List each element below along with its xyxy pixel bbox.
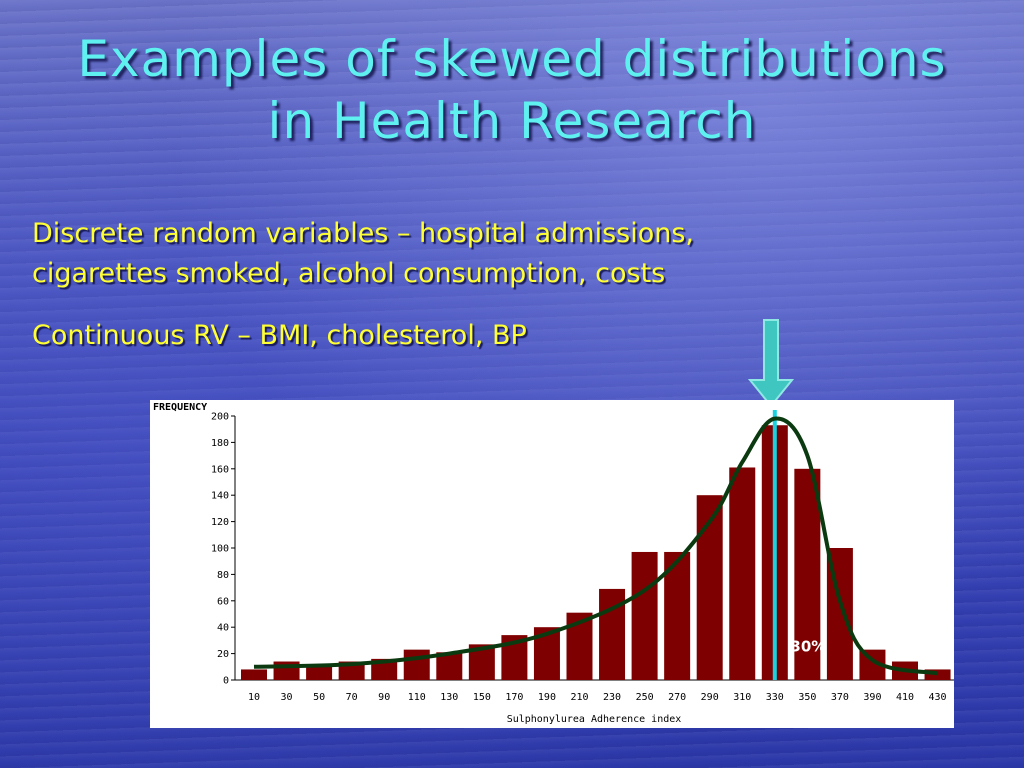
y-tick-label: 120: [211, 517, 229, 528]
x-tick-label: 410: [896, 692, 914, 703]
title-line-2: in Health Research: [267, 92, 757, 150]
x-tick-label: 150: [473, 692, 491, 703]
histogram-bar: [664, 551, 691, 680]
bullet-discrete: Discrete random variables – hospital adm…: [32, 214, 872, 294]
y-axis-label: FREQUENCY: [153, 402, 207, 413]
histogram-bar: [241, 669, 267, 680]
fitted-curve: [253, 416, 938, 676]
y-tick-label: 20: [217, 649, 229, 660]
histogram-bar: [403, 649, 430, 680]
histogram-bar: [631, 551, 658, 680]
x-tick-label: 210: [570, 692, 588, 703]
y-tick-label: 0: [223, 676, 229, 687]
y-tick-label: 60: [217, 596, 229, 607]
x-tick-label: 10: [248, 692, 260, 703]
x-tick-label: 370: [831, 692, 849, 703]
x-axis-label: Sulphonylurea Adherence index: [507, 714, 682, 725]
down-arrow-icon: [748, 319, 794, 408]
slide-title: Examples of skewed distributions in Heal…: [0, 28, 1024, 152]
bullet-continuous: Continuous RV – BMI, cholesterol, BP: [32, 320, 527, 351]
y-tick-label: 140: [211, 491, 229, 502]
x-tick-label: 190: [538, 692, 556, 703]
x-tick-label: 270: [668, 692, 686, 703]
y-tick-label: 100: [211, 544, 229, 555]
y-tick-label: 80: [217, 570, 229, 581]
x-tick-label: 110: [408, 692, 426, 703]
x-tick-label: 230: [603, 692, 621, 703]
x-tick-label: 70: [346, 692, 358, 703]
y-tick-label: 40: [217, 623, 229, 634]
title-line-1: Examples of skewed distributions: [77, 30, 947, 88]
x-tick-label: 350: [798, 692, 816, 703]
histogram-bar: [371, 658, 398, 680]
histogram-bar: [729, 467, 756, 680]
histogram-chart: FREQUENCY Sulphonylurea Adherence index …: [150, 400, 954, 728]
x-tick-label: 330: [766, 692, 784, 703]
x-tick-label: 30: [281, 692, 293, 703]
x-tick-label: 130: [440, 692, 458, 703]
histogram-bar: [794, 468, 821, 680]
x-tick-label: 50: [313, 692, 325, 703]
y-tick-label: 200: [211, 412, 229, 423]
x-tick-label: 310: [733, 692, 751, 703]
x-tick-label: 170: [505, 692, 523, 703]
x-tick-label: 290: [701, 692, 719, 703]
histogram-bar: [924, 669, 951, 680]
bullet-discrete-line-2: cigarettes smoked, alcohol consumption, …: [32, 258, 666, 289]
percent-annotation: 30%: [790, 638, 826, 656]
bullet-discrete-line-1: Discrete random variables – hospital adm…: [32, 218, 695, 249]
x-tick-label: 90: [378, 692, 390, 703]
x-tick-label: 250: [636, 692, 654, 703]
y-tick-label: 180: [211, 438, 229, 449]
x-tick-label: 390: [863, 692, 881, 703]
histogram-bar: [696, 495, 723, 680]
y-tick-label: 160: [211, 464, 229, 475]
x-tick-label: 430: [929, 692, 947, 703]
histogram-bar: [306, 665, 333, 680]
